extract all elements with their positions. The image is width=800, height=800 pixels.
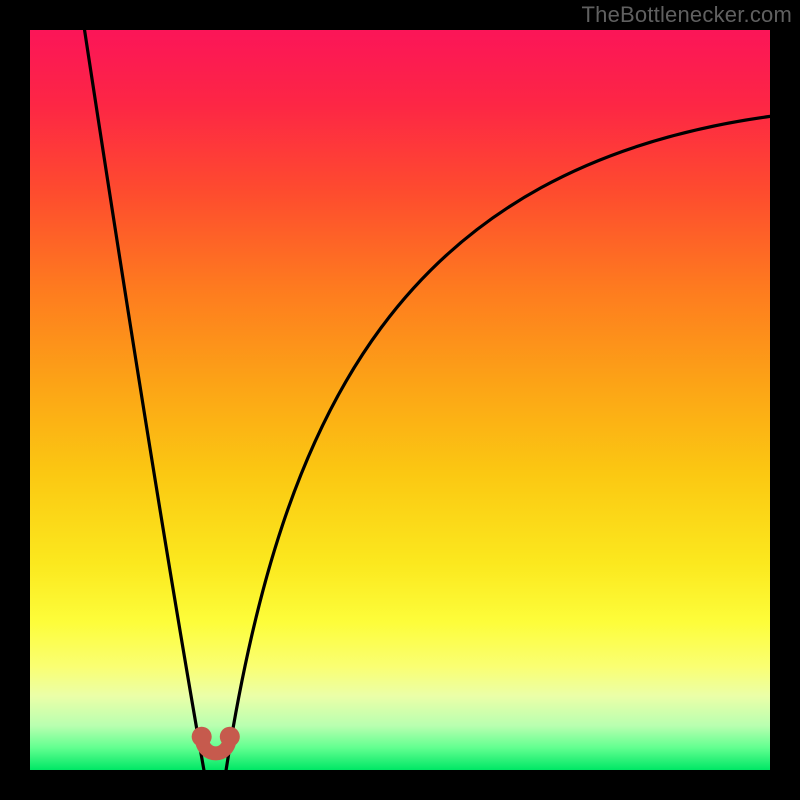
chart-container: TheBottlenecker.com: [0, 0, 800, 800]
chart-svg: [0, 0, 800, 800]
watermark-text: TheBottlenecker.com: [582, 2, 792, 28]
